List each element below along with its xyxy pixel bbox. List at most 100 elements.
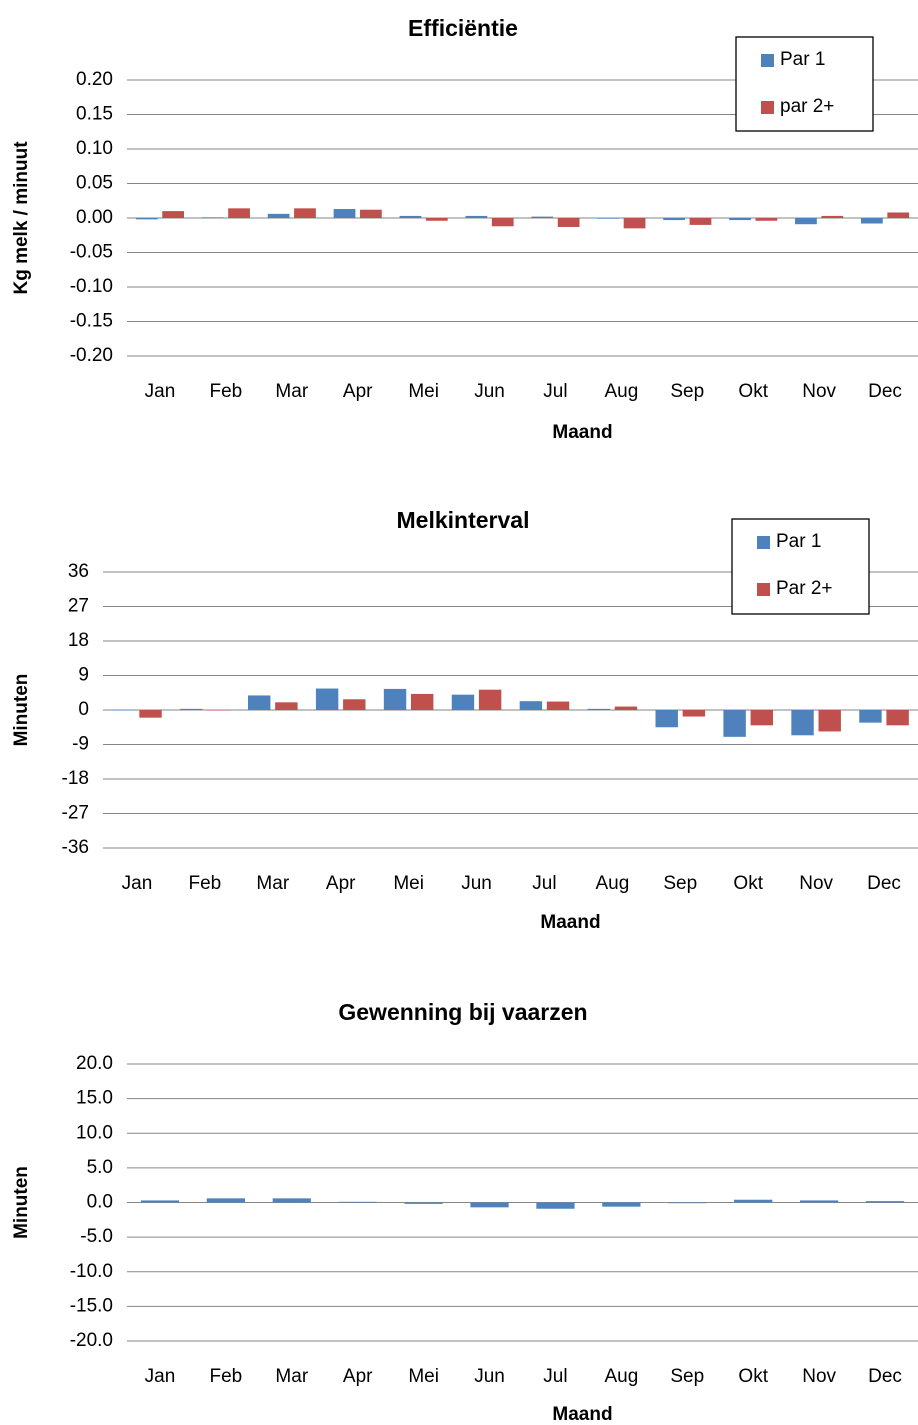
x-tick-label: Feb (210, 1366, 243, 1387)
y-tick-label: -5.0 (80, 1226, 113, 1247)
x-tick-label: Mar (256, 873, 289, 894)
bar (800, 1200, 839, 1203)
legend-box (731, 518, 870, 615)
bar (546, 701, 570, 710)
chart-title: Gewenning bij vaarzen (338, 999, 587, 1025)
x-axis-label: Maand (552, 422, 612, 443)
legend-box (735, 36, 874, 132)
bar (404, 1202, 443, 1204)
y-tick-label: 0.05 (76, 173, 113, 194)
bar (795, 218, 817, 225)
x-axis-label: Maand (540, 912, 600, 933)
bar (668, 1202, 707, 1204)
chart-title: Melkinterval (397, 507, 530, 533)
y-tick-label: -36 (62, 837, 89, 858)
y-tick-label: 27 (68, 596, 89, 617)
y-tick-label: -0.20 (70, 345, 113, 366)
y-tick-label: -9 (72, 734, 89, 755)
y-tick-label: 0.15 (76, 104, 113, 125)
x-tick-label: Mei (408, 1366, 439, 1387)
bar (723, 710, 746, 737)
y-tick-label: 18 (68, 630, 89, 651)
bar (655, 710, 678, 728)
x-axis-label: Maand (552, 1404, 612, 1425)
chart-title: Efficiëntie (408, 15, 518, 41)
y-tick-label: 15.0 (76, 1088, 113, 1109)
bar (470, 1202, 509, 1208)
bar (399, 215, 422, 218)
x-tick-label: Dec (868, 381, 902, 402)
x-tick-label: Apr (326, 873, 356, 894)
bar (859, 710, 882, 723)
bar (729, 218, 751, 221)
y-axis-label: Minuten (11, 1166, 32, 1239)
bar (333, 209, 356, 218)
chart: Gewenning bij vaarzen Maand Minuten 20.0 15.… (11, 999, 918, 1425)
y-tick-label: -0.05 (70, 242, 113, 263)
bar (519, 701, 543, 710)
x-tick-label: Aug (604, 1366, 638, 1387)
bar (338, 1201, 377, 1203)
x-tick-label: Jun (461, 873, 492, 894)
bar (734, 1199, 773, 1203)
legend-label: Par 2+ (776, 578, 833, 599)
y-tick-label: 0.10 (76, 138, 113, 159)
x-tick-label: Nov (799, 873, 833, 894)
x-tick-label: Jul (543, 381, 567, 402)
y-tick-label: -10.0 (70, 1261, 113, 1282)
bar (267, 213, 290, 218)
y-tick-label: 9 (78, 665, 89, 686)
x-tick-label: Jan (122, 873, 153, 894)
x-tick-label: Okt (738, 381, 768, 402)
bar (750, 710, 773, 726)
bar (425, 218, 448, 221)
bar (491, 218, 514, 227)
chart: Melkinterval Maand Minuten 36 27 18 9 0 -9 -18 -27… (11, 507, 918, 933)
bar (587, 708, 610, 710)
x-tick-label: Dec (867, 873, 901, 894)
chart: Efficiëntie Maand Kg melk / minuut 0.20 0.15… (11, 15, 918, 443)
bar (536, 1202, 575, 1209)
y-tick-label: 0.00 (76, 207, 113, 228)
bar (294, 208, 316, 218)
y-axis-label: Minuten (11, 674, 32, 747)
legend-label: par 2+ (780, 96, 834, 117)
bar (275, 702, 298, 710)
x-tick-label: Aug (604, 381, 638, 402)
legend-swatch (761, 101, 774, 114)
y-tick-label: 5.0 (87, 1157, 113, 1178)
bar (360, 209, 382, 218)
x-tick-label: Sep (670, 381, 704, 402)
bar (478, 689, 502, 710)
x-tick-label: Jan (145, 381, 176, 402)
x-tick-label: Apr (343, 1366, 373, 1387)
bar (135, 218, 158, 220)
bar (343, 699, 366, 710)
bar (162, 211, 185, 218)
y-tick-label: 36 (68, 561, 89, 582)
y-tick-label: -15.0 (70, 1295, 113, 1316)
x-tick-label: Dec (868, 1366, 902, 1387)
x-tick-label: Okt (733, 873, 763, 894)
x-tick-label: Nov (802, 381, 836, 402)
legend-swatch (757, 536, 770, 549)
x-tick-label: Apr (343, 381, 373, 402)
x-tick-label: Sep (663, 873, 697, 894)
bar (248, 695, 271, 710)
legend-swatch (761, 54, 774, 67)
legend-label: Par 1 (776, 531, 821, 552)
x-tick-label: Jan (145, 1366, 176, 1387)
bar (860, 218, 883, 224)
bar (887, 212, 910, 218)
y-tick-label: 0.0 (87, 1192, 113, 1213)
bar (755, 218, 778, 221)
bar (451, 694, 475, 710)
bar (557, 218, 580, 227)
bar (139, 710, 162, 718)
x-tick-label: Mar (275, 381, 308, 402)
x-tick-label: Jul (543, 1366, 567, 1387)
bar (614, 706, 638, 710)
y-tick-label: -0.10 (70, 276, 113, 297)
